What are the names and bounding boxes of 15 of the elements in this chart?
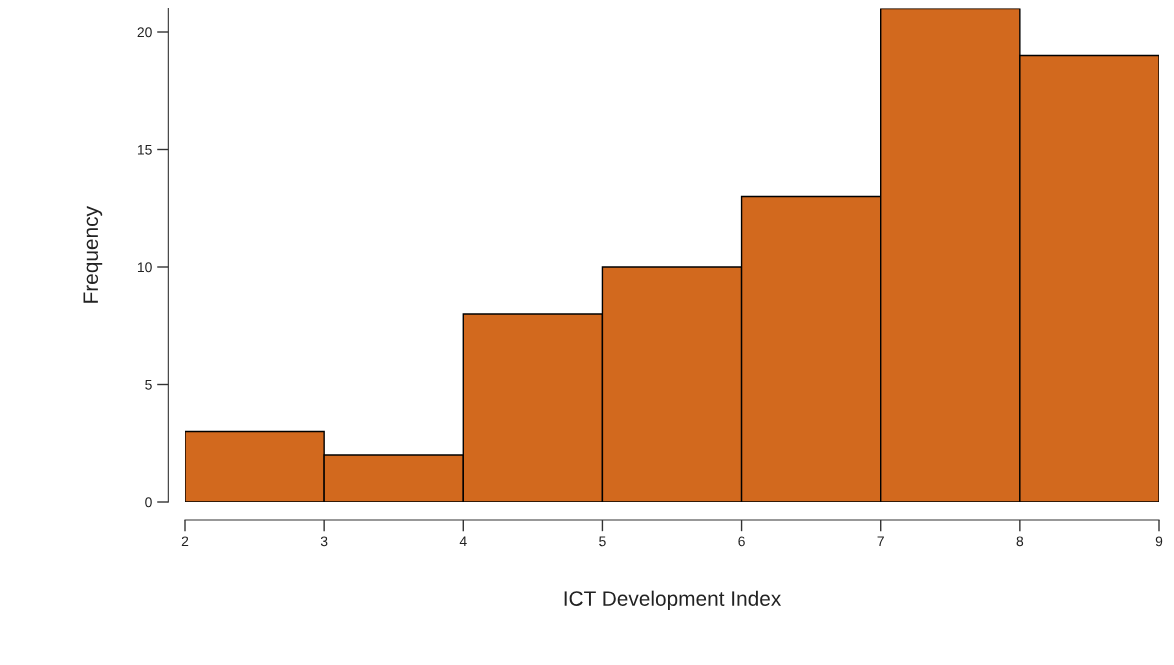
x-tick-label: 4 [459,536,467,547]
y-axis-title: Frequency [83,206,103,303]
x-tick-label: 3 [320,536,328,547]
x-tick-label: 5 [599,536,606,547]
x-tick-label: 8 [1016,536,1024,547]
y-tick-label: 0 [145,497,152,508]
y-tick-label: 10 [137,262,152,273]
x-tick-label: 9 [1155,536,1163,547]
x-tick-label: 6 [738,536,745,547]
x-tick-label: 7 [877,536,884,547]
x-tick-label: 2 [181,536,189,547]
y-tick-label: 5 [145,379,152,390]
y-tick-label: 20 [137,27,152,38]
x-axis-title: ICT Development Index [564,590,782,611]
y-tick-label: 15 [137,144,152,155]
